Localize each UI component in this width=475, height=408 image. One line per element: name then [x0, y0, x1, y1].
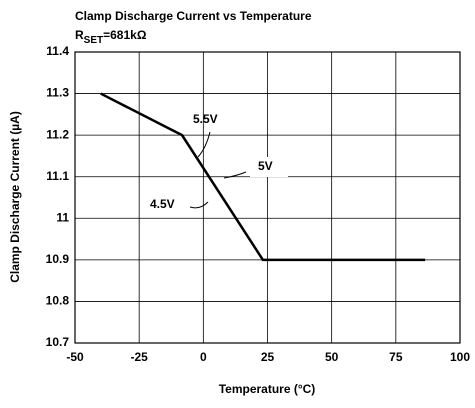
- plot-frame: [74, 51, 461, 344]
- y-tick-label: 11.1: [46, 169, 69, 183]
- y-tick-label: 11.4: [46, 44, 69, 58]
- x-tick-label: 75: [389, 350, 403, 364]
- y-tick-label: 10.9: [46, 252, 70, 266]
- x-axis-label: Temperature (°C): [219, 382, 316, 396]
- subtitle-part: =681kΩ: [103, 28, 147, 42]
- y-tick-label: 11.3: [46, 86, 69, 100]
- y-tick-label: 11: [56, 210, 69, 224]
- x-tick-label: 50: [325, 350, 339, 364]
- subtitle-part: R: [75, 28, 84, 42]
- y-tick-label: 10.7: [46, 335, 70, 349]
- annotation-leader: [189, 201, 209, 209]
- subtitle-subscript: SET: [84, 35, 103, 46]
- annotation: 5V: [258, 159, 273, 173]
- y-tick-label: 11.2: [46, 127, 69, 141]
- x-tick-label: -50: [66, 350, 84, 364]
- annotation-leader: [197, 131, 211, 158]
- x-tick-label: 0: [200, 350, 207, 364]
- annotation: 4.5V: [150, 197, 175, 211]
- x-tick-label: 100: [450, 350, 470, 364]
- chart-subtitle: RSET=681kΩ: [75, 28, 147, 45]
- chart-title: Clamp Discharge Current vs Temperature: [75, 9, 312, 23]
- data-line: [100, 92, 426, 262]
- x-tick-label: -25: [130, 350, 148, 364]
- annotation-bg: [250, 157, 288, 177]
- x-tick-label: 25: [261, 350, 275, 364]
- annotation-leader: [223, 171, 247, 179]
- y-tick-label: 10.8: [46, 294, 70, 308]
- annotation: 5.5V: [193, 112, 218, 126]
- y-axis-label: Clamp Discharge Current (µA): [8, 111, 22, 283]
